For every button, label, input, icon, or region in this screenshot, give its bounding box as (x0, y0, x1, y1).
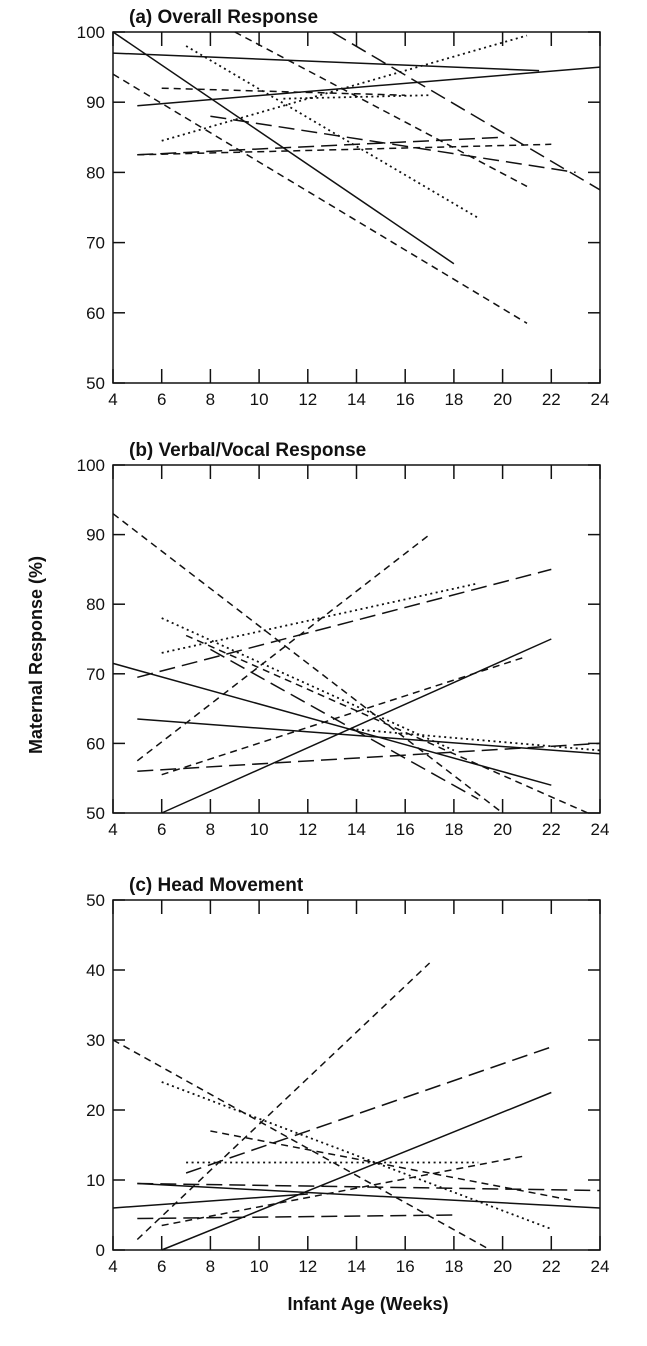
plot-frame (112, 31, 601, 384)
series-line-4 (112, 73, 528, 324)
x-tick-label: 18 (444, 1257, 463, 1276)
x-tick-label: 14 (347, 1257, 366, 1276)
series-line-9 (210, 648, 479, 800)
series-line-10 (210, 115, 576, 174)
series-line-10 (137, 742, 601, 772)
x-tick-label: 12 (298, 1257, 317, 1276)
series-line-7 (185, 634, 589, 814)
y-tick-label: 30 (86, 1031, 105, 1050)
x-tick-label: 20 (493, 1257, 512, 1276)
x-tick-label: 16 (396, 390, 415, 409)
series-line-13 (356, 728, 601, 752)
series-line-2 (137, 718, 601, 755)
panel-head-movement: (c) Head Movement 4 6 8 10 12 14 16 18 20 22 24 0 10 2… (86, 875, 609, 1276)
x-tick-label: 6 (157, 390, 166, 409)
series-line-5 (136, 534, 431, 762)
series-line-7 (137, 143, 552, 156)
x-tick-label: 12 (298, 820, 317, 839)
y-tick-label: 10 (86, 1171, 105, 1190)
x-tick-label: 24 (591, 820, 610, 839)
series-line-6 (161, 655, 528, 776)
x-tick-label: 22 (542, 1257, 561, 1276)
panel-title: (a) Overall Response (129, 7, 318, 28)
series-line-4 (112, 513, 504, 814)
x-tick-label: 12 (298, 390, 317, 409)
y-tick-label: 60 (86, 734, 105, 753)
series-line-5 (161, 87, 406, 96)
y-tick-label: 50 (86, 804, 105, 823)
panel-verbal-vocal-response: (b) Verbal/Vocal Response 4 6 8 10 12 14 16 18 20… (77, 440, 610, 839)
x-tick-label: 22 (542, 390, 561, 409)
plot-frame (112, 464, 601, 814)
series-line-8 (331, 31, 601, 191)
series-line-7 (210, 1130, 576, 1202)
x-tick-label: 20 (493, 820, 512, 839)
plot-frame (112, 899, 601, 1251)
series-line-11 (161, 1081, 552, 1230)
panel-title: (b) Verbal/Vocal Response (129, 440, 366, 461)
x-tick-label: 18 (444, 820, 463, 839)
x-tick-label: 4 (108, 820, 117, 839)
y-tick-label: 100 (77, 456, 105, 475)
x-tick-label: 6 (157, 820, 166, 839)
series-line-12 (185, 45, 479, 219)
y-tick-label: 50 (86, 374, 105, 393)
series-line-3 (161, 638, 552, 814)
x-tick-label: 8 (206, 820, 215, 839)
y-tick-label: 70 (86, 665, 105, 684)
series-line-9 (137, 1182, 601, 1192)
y-tick-label: 90 (86, 93, 105, 112)
x-tick-label: 10 (250, 390, 269, 409)
y-tick-label: 100 (77, 23, 105, 42)
y-axis-label: Maternal Response (%) (26, 556, 46, 754)
x-tick-label: 24 (591, 390, 610, 409)
y-tick-label: 80 (86, 163, 105, 182)
x-tick-label: 22 (542, 820, 561, 839)
series-line-6 (161, 1154, 528, 1227)
series-line-4 (136, 962, 431, 1241)
y-tick-label: 70 (86, 234, 105, 253)
y-tick-label: 60 (86, 304, 105, 323)
panel-title: (c) Head Movement (129, 875, 304, 896)
y-tick-label: 80 (86, 595, 105, 614)
x-tick-label: 24 (591, 1257, 610, 1276)
x-tick-label: 14 (347, 390, 366, 409)
y-tick-label: 90 (86, 526, 105, 545)
x-tick-label: 8 (206, 1257, 215, 1276)
series-line-10 (137, 1214, 454, 1220)
series-line-3 (137, 66, 601, 107)
x-tick-label: 18 (444, 390, 463, 409)
y-tick-label: 20 (86, 1101, 105, 1120)
series-line-6 (234, 31, 528, 188)
x-tick-label: 4 (108, 1257, 117, 1276)
series-line-9 (137, 136, 503, 156)
y-tick-label: 50 (86, 891, 105, 910)
y-tick-label: 0 (96, 1241, 105, 1260)
x-axis-label: Infant Age (Weeks) (287, 1294, 448, 1314)
x-tick-label: 4 (108, 390, 117, 409)
x-tick-label: 6 (157, 1257, 166, 1276)
series-line-13 (283, 94, 430, 100)
series-line-2 (112, 1193, 308, 1209)
x-tick-label: 14 (347, 820, 366, 839)
x-tick-label: 16 (396, 820, 415, 839)
y-tick-label: 40 (86, 961, 105, 980)
panel-overall-response: (a) Overall Response 4 6 8 10 12 14 16 18 20 22 24 5… (77, 7, 610, 409)
series-line-3 (137, 1182, 601, 1209)
x-tick-label: 8 (206, 390, 215, 409)
series-line-11 (161, 582, 479, 654)
series-line-2 (112, 52, 540, 72)
x-tick-label: 10 (250, 1257, 269, 1276)
series-line-1 (161, 1091, 552, 1251)
series-line-8 (185, 1046, 552, 1174)
x-tick-label: 16 (396, 1257, 415, 1276)
series-line-12 (161, 617, 455, 752)
x-tick-label: 10 (250, 820, 269, 839)
series-line-8 (137, 568, 552, 679)
x-tick-label: 20 (493, 390, 512, 409)
series-line-1 (112, 662, 552, 786)
